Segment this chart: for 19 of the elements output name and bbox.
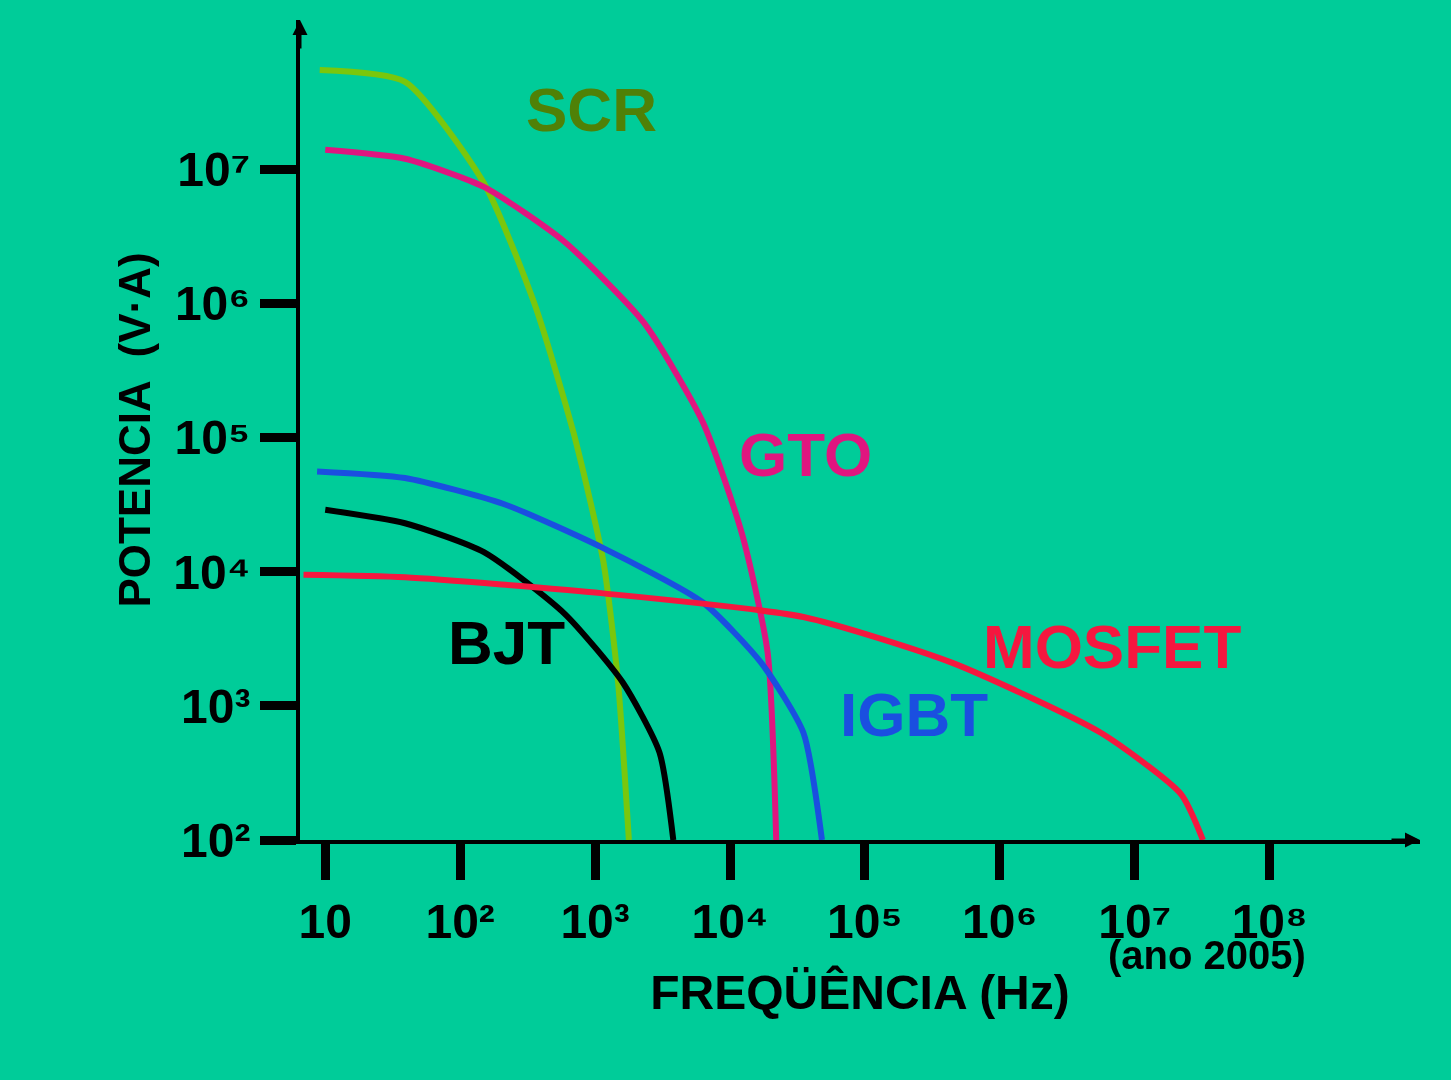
- series-label: GTO: [739, 420, 873, 489]
- series-label: SCR: [526, 75, 657, 144]
- x-tick-label: 10²: [425, 894, 495, 948]
- series-label: IGBT: [840, 680, 989, 749]
- series-label: MOSFET: [983, 612, 1242, 681]
- x-axis-title: FREQÜÊNCIA (Hz): [650, 965, 1070, 1020]
- y-axis-title: POTENCIA (V·A): [109, 252, 159, 608]
- x-tick-label: 10⁴: [691, 894, 769, 948]
- y-tick-label: 10⁵: [174, 411, 251, 465]
- x-tick-label: 10⁵: [826, 894, 903, 948]
- y-tick-label: 10²: [181, 813, 251, 867]
- x-tick-label: 10: [298, 894, 352, 948]
- x-tick-label: 10³: [560, 894, 630, 948]
- y-tick-label: 10⁷: [177, 143, 251, 197]
- y-tick-label: 10⁴: [173, 545, 251, 599]
- x-tick-label: 10⁶: [962, 894, 1038, 948]
- y-tick-label: 10⁶: [174, 277, 251, 331]
- series-label: BJT: [448, 608, 566, 677]
- y-tick-label: 10³: [181, 679, 251, 733]
